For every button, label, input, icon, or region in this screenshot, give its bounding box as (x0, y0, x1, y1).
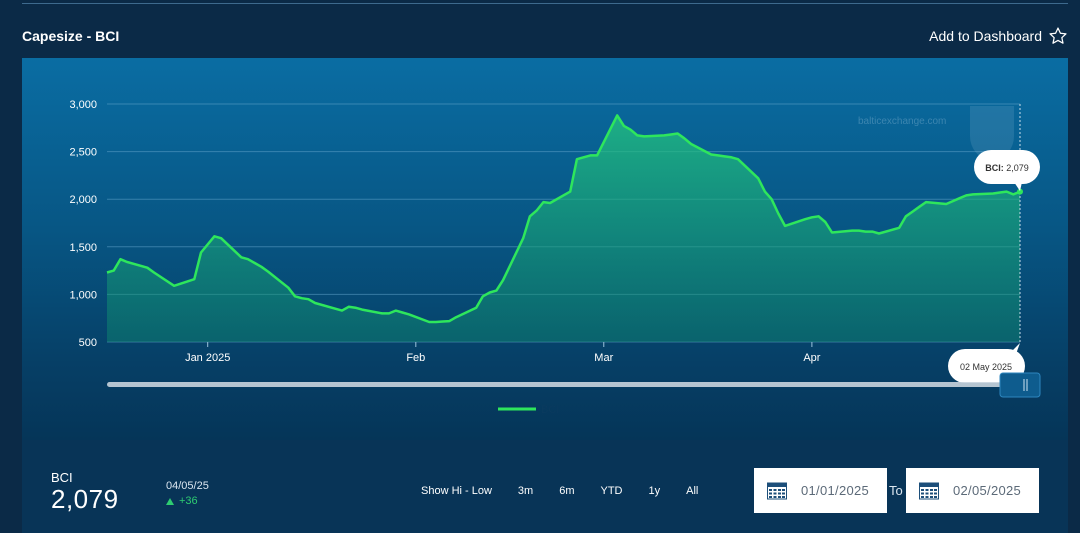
to-date-input[interactable]: 02/05/2025 (906, 468, 1039, 513)
change-indicator: +36 (166, 495, 198, 507)
top-divider (22, 3, 1068, 4)
add-to-dashboard-label: Add to Dashboard (929, 28, 1042, 44)
range-1y[interactable]: 1y (648, 485, 661, 497)
y-tick-label: 1,500 (69, 242, 97, 254)
index-name: BCI (51, 470, 73, 485)
add-to-dashboard-button[interactable]: Add to Dashboard (929, 26, 1068, 46)
navigator-handle[interactable] (999, 372, 1041, 398)
range-selector: Show Hi - Low 3m 6m YTD 1y All (421, 485, 724, 497)
y-tick-label: 500 (79, 337, 97, 349)
tooltip-bubble (974, 150, 1040, 184)
change-value: +36 (179, 495, 198, 507)
range-show-hi-low[interactable]: Show Hi - Low (421, 485, 492, 497)
bci-line (106, 114, 1021, 324)
from-date-value: 01/01/2025 (801, 483, 870, 498)
value-tooltip: BCI: 2,079 (974, 150, 1040, 191)
date-tooltip-text: 02 May 2025 (960, 362, 1012, 372)
up-arrow-icon (166, 497, 174, 505)
x-tick-label: Mar (594, 352, 613, 364)
range-3m[interactable]: 3m (517, 485, 534, 497)
legend[interactable]: BCI (498, 404, 559, 416)
tooltip-pointer (1014, 182, 1022, 191)
watermark-logo-icon (970, 106, 1014, 164)
to-date-value: 02/05/2025 (953, 483, 1022, 498)
y-tick-label: 2,500 (69, 147, 97, 159)
range-ytd[interactable]: YTD (600, 485, 623, 497)
summary-bar: BCI 2,079 04/05/25 +36 Show Hi - Low 3m … (22, 440, 1068, 533)
chart-panel: balticexchange.com 500 1,000 1,500 2,000 2,5… (22, 58, 1068, 440)
navigator-track (107, 382, 1002, 387)
y-tick-label: 2,000 (69, 194, 97, 206)
index-value: 2,079 (51, 484, 119, 514)
range-all[interactable]: All (686, 485, 699, 497)
to-label: To (889, 483, 903, 498)
bci-area (107, 115, 1020, 343)
watermark-shield (970, 106, 1014, 164)
range-6m[interactable]: 6m (559, 485, 575, 497)
from-date-input[interactable]: 01/01/2025 (754, 468, 887, 513)
hover-point (1017, 188, 1023, 195)
x-tick-label: Apr (803, 352, 820, 364)
x-tick-label: Jan 2025 (185, 352, 230, 364)
panel-title: Capesize - BCI (22, 28, 120, 44)
tooltip-text: BCI: 2,079 (985, 163, 1029, 173)
navigator-handle-box (999, 372, 1041, 398)
x-tick-label: Feb (406, 352, 425, 364)
panel-header: Capesize - BCI Add to Dashboard (22, 22, 1068, 50)
calendar-icon (767, 482, 787, 499)
bci-chart: balticexchange.com 500 1,000 1,500 2,000 2,5… (69, 99, 1041, 416)
y-tick-label: 1,000 (69, 289, 97, 301)
change-date: 04/05/25 (166, 480, 209, 492)
star-icon (1049, 27, 1067, 44)
calendar-icon (919, 482, 939, 499)
watermark-text: balticexchange.com (858, 116, 946, 127)
y-tick-label: 3,000 (69, 99, 97, 111)
legend-label: BCI (541, 404, 559, 416)
